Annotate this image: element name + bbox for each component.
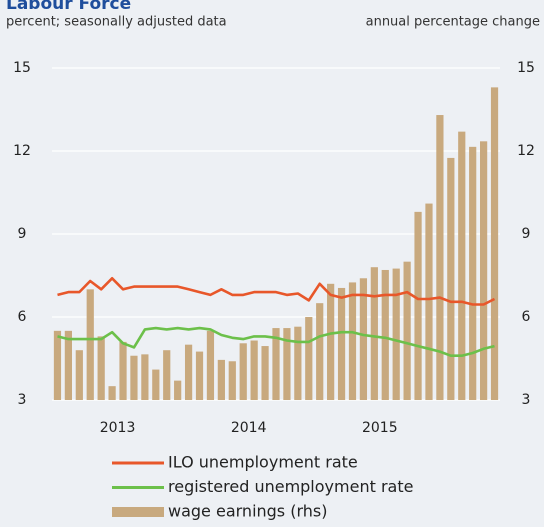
line	[57, 277, 496, 306]
bar	[381, 269, 389, 400]
y2-tick-label: 15	[517, 60, 535, 76]
bar	[206, 330, 215, 400]
bar	[370, 267, 378, 400]
y-tick-label: 3	[18, 392, 27, 408]
y-tick-label: 9	[18, 226, 27, 242]
bar	[130, 355, 138, 400]
legend-label: ILO unemployment rate	[168, 453, 358, 472]
y-tick-label: 12	[13, 143, 31, 159]
y2-tick-label: 12	[517, 143, 535, 159]
bar	[119, 341, 127, 400]
bar	[272, 328, 280, 400]
bar	[108, 386, 116, 400]
bar	[141, 354, 149, 400]
bar	[436, 115, 444, 401]
bar	[359, 278, 368, 400]
bar	[348, 282, 357, 400]
bar	[174, 380, 182, 400]
legend-label: registered unemployment rate	[168, 477, 413, 496]
bar	[294, 326, 302, 400]
bar	[228, 361, 236, 400]
bar	[327, 283, 335, 400]
bar	[195, 351, 204, 400]
bar	[392, 268, 400, 400]
x-tick-label: 2015	[362, 420, 398, 436]
y2-tick-label: 6	[522, 309, 531, 325]
bar	[458, 131, 466, 400]
bar	[447, 157, 455, 400]
bar	[480, 141, 488, 401]
bar	[414, 211, 422, 400]
bar	[305, 317, 313, 400]
legend-label: wage earnings (rhs)	[168, 502, 327, 521]
bar	[425, 203, 433, 400]
bar	[337, 287, 346, 400]
bar	[163, 350, 171, 400]
bar	[53, 330, 62, 400]
x-tick-label: 2014	[231, 420, 267, 436]
bar	[152, 369, 160, 400]
chart-title: Labour Force	[6, 0, 131, 14]
legend-swatch	[112, 507, 164, 517]
bar	[283, 328, 291, 400]
bar	[316, 303, 324, 400]
bar	[403, 261, 411, 400]
y2-tick-label: 3	[522, 392, 531, 408]
y-tick-label: 6	[18, 309, 27, 325]
bar	[217, 359, 225, 400]
bar	[239, 343, 247, 400]
bar	[469, 146, 477, 400]
bar	[64, 330, 72, 400]
bar	[261, 346, 269, 400]
subtitle-left: percent; seasonally adjusted data	[6, 15, 227, 30]
bar	[490, 87, 499, 400]
bar	[97, 336, 105, 400]
bar	[184, 344, 193, 400]
line	[57, 326, 495, 357]
y-tick-label: 15	[13, 60, 31, 76]
bar	[75, 350, 83, 400]
bar	[250, 340, 258, 400]
bar	[86, 289, 94, 400]
x-tick-label: 2013	[100, 420, 136, 436]
subtitle-right: annual percentage change	[366, 15, 540, 30]
y2-tick-label: 9	[522, 226, 531, 242]
